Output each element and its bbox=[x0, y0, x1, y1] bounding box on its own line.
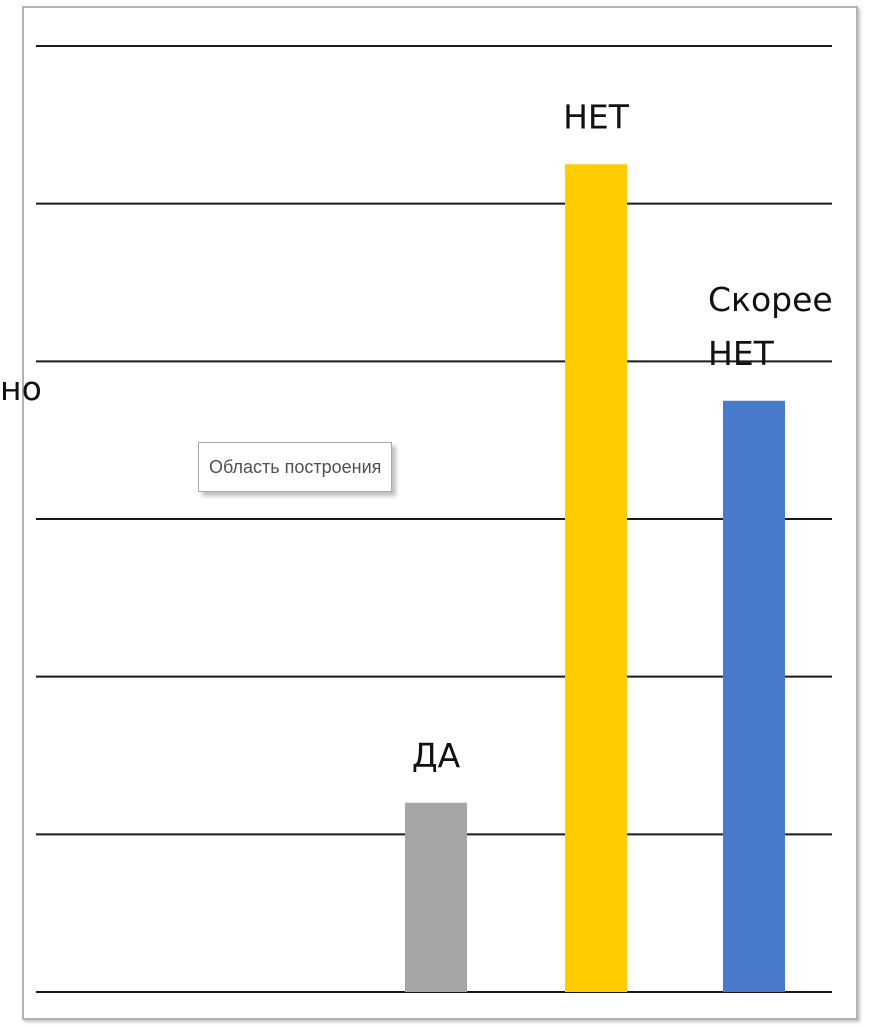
category-label-3: Скорее НЕТ bbox=[708, 280, 833, 373]
bar-1[interactable] bbox=[405, 802, 467, 992]
bar-3[interactable] bbox=[723, 400, 785, 992]
plot-area-tooltip: Область построения bbox=[198, 442, 393, 492]
category-label-line: НЕТ bbox=[708, 334, 775, 373]
category-label-line: ДА bbox=[412, 736, 461, 775]
category-label-line: НЕТ bbox=[563, 97, 630, 136]
truncated-label: но bbox=[0, 369, 42, 408]
category-label-1: ДА bbox=[412, 736, 461, 775]
category-label-line: Скорее bbox=[708, 280, 833, 319]
category-label-2: НЕТ bbox=[563, 97, 630, 136]
bar-2[interactable] bbox=[565, 164, 627, 992]
